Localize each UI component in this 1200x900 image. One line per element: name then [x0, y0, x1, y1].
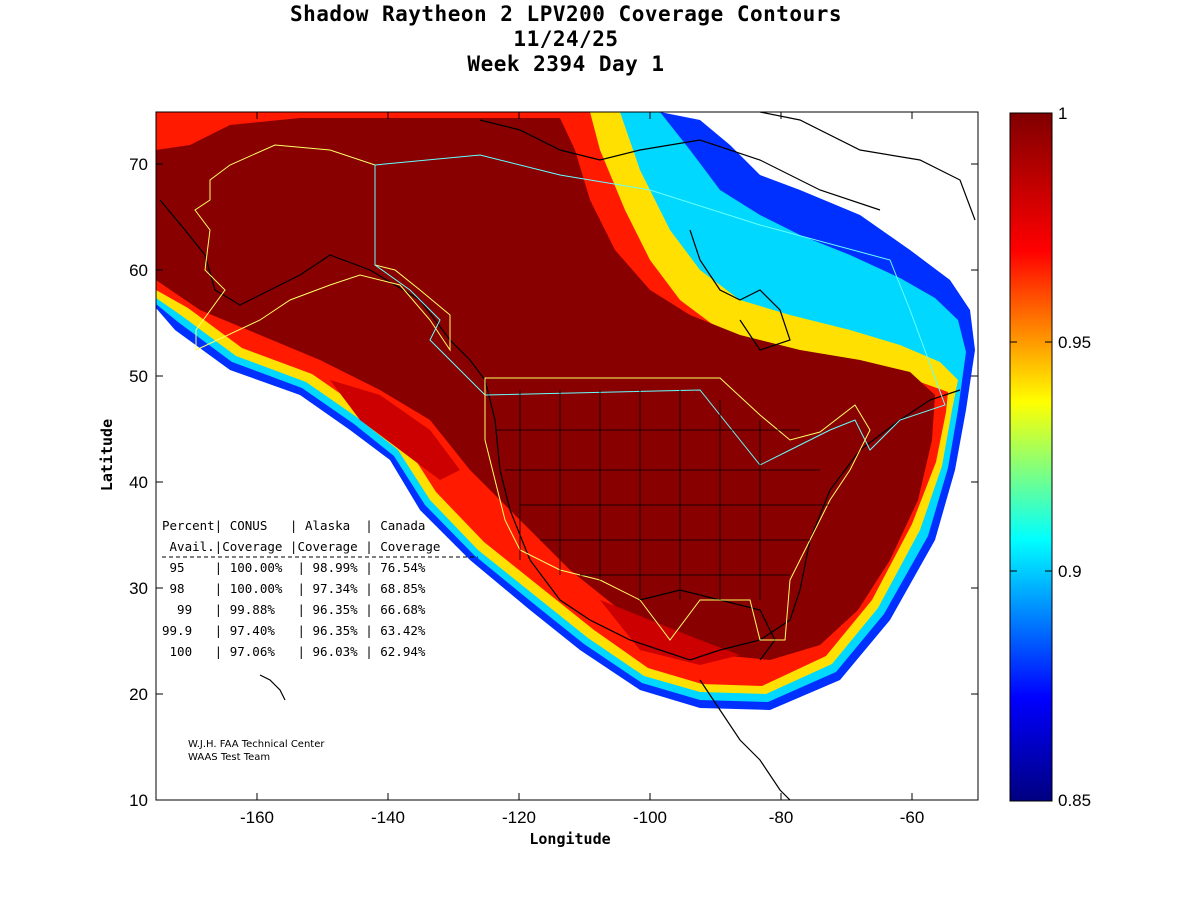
y-tick-label: 60 [129, 261, 148, 280]
x-axis-ticks [256, 112, 913, 800]
x-tick-label: -120 [502, 808, 536, 827]
coverage-table: Percent| CONUS | Alaska | Canada Avail.|… [162, 518, 478, 659]
contour-pocket-red-1 [330, 380, 460, 480]
conus-boundary [484, 377, 871, 641]
table-header-row2: Avail.|Coverage |Coverage | Coverage [162, 539, 440, 554]
arctic-islands [479, 119, 881, 211]
y-axis-title: Latitude [98, 419, 116, 491]
y-axis-tick-labels: 10 20 30 40 50 60 70 [129, 155, 148, 810]
colorbar-label: 0.85 [1058, 791, 1091, 810]
y-tick-label: 10 [129, 791, 148, 810]
hawaii [259, 674, 286, 701]
y-tick-label: 40 [129, 473, 148, 492]
plot-frame [155, 111, 979, 801]
colorbar [1009, 112, 1053, 802]
coverage-contours [156, 112, 975, 710]
region-boundaries [194, 144, 946, 641]
colorbar-label: 1 [1058, 104, 1067, 123]
hudson-bay [689, 229, 791, 351]
chart-date: 11/24/25 [513, 27, 619, 51]
x-axis-title: Longitude [529, 830, 610, 848]
table-row: 100 | 97.06% | 96.03% | 62.94% [162, 644, 426, 659]
table-row: 95 | 100.00% | 98.99% | 76.54% [162, 560, 426, 575]
contour-pocket-red-2 [600, 600, 740, 665]
x-axis-tick-labels: -160 -140 -120 -100 -80 -60 [240, 808, 924, 827]
credit-line2: WAAS Test Team [188, 752, 270, 763]
table-row: 98 | 100.00% | 97.34% | 68.85% [162, 581, 426, 596]
table-row: 99.9 | 97.40% | 96.35% | 63.42% [162, 623, 426, 638]
canada-boundary [374, 154, 946, 466]
state-lines [495, 390, 830, 600]
credit-line1: W.J.H. FAA Technical Center [188, 739, 325, 750]
y-axis-ticks [156, 163, 978, 801]
y-tick-label: 30 [129, 579, 148, 598]
central-america [699, 679, 791, 800]
colorbar-ticks [1010, 341, 1052, 572]
table-row: 99 | 99.88% | 96.35% | 66.68% [162, 602, 426, 617]
x-tick-label: -140 [371, 808, 405, 827]
x-tick-label: -80 [769, 808, 794, 827]
table-header-row1: Percent| CONUS | Alaska | Canada [162, 518, 425, 533]
contour-band-darkred [156, 118, 935, 660]
y-tick-label: 50 [129, 367, 148, 386]
greenland [759, 112, 976, 221]
gulf-coast [639, 589, 776, 661]
chart-week-day: Week 2394 Day 1 [467, 52, 665, 76]
chart-title: Shadow Raytheon 2 LPV200 Coverage Contou… [289, 2, 842, 26]
x-tick-label: -100 [633, 808, 667, 827]
y-tick-label: 20 [129, 685, 148, 704]
x-tick-label: -160 [240, 808, 274, 827]
colorbar-label: 0.9 [1058, 562, 1082, 581]
colorbar-label: 0.95 [1058, 333, 1091, 352]
x-tick-label: -60 [900, 808, 925, 827]
y-tick-label: 70 [129, 155, 148, 174]
